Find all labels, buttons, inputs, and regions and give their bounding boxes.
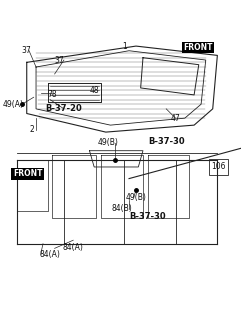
FancyBboxPatch shape: [209, 159, 228, 175]
Text: 1: 1: [122, 42, 127, 51]
Text: B-37-20: B-37-20: [45, 104, 82, 113]
Text: 84(B): 84(B): [112, 204, 132, 213]
Text: B-37-30: B-37-30: [148, 137, 185, 146]
Text: 84(A): 84(A): [63, 243, 84, 252]
Text: 49(B): 49(B): [98, 138, 119, 147]
Text: FRONT: FRONT: [13, 170, 42, 179]
Text: B-37-30: B-37-30: [129, 212, 166, 221]
Text: FRONT: FRONT: [183, 43, 213, 52]
Text: 84(A): 84(A): [39, 250, 60, 259]
Text: 48: 48: [89, 86, 99, 95]
Text: 49(A): 49(A): [2, 100, 23, 109]
Text: 106: 106: [211, 163, 226, 172]
Text: 49(B): 49(B): [126, 193, 146, 202]
Text: 47: 47: [171, 114, 180, 123]
Text: 37: 37: [22, 46, 32, 55]
Text: 78: 78: [47, 91, 57, 100]
Text: 2: 2: [29, 125, 34, 134]
Text: 37: 37: [54, 56, 64, 65]
